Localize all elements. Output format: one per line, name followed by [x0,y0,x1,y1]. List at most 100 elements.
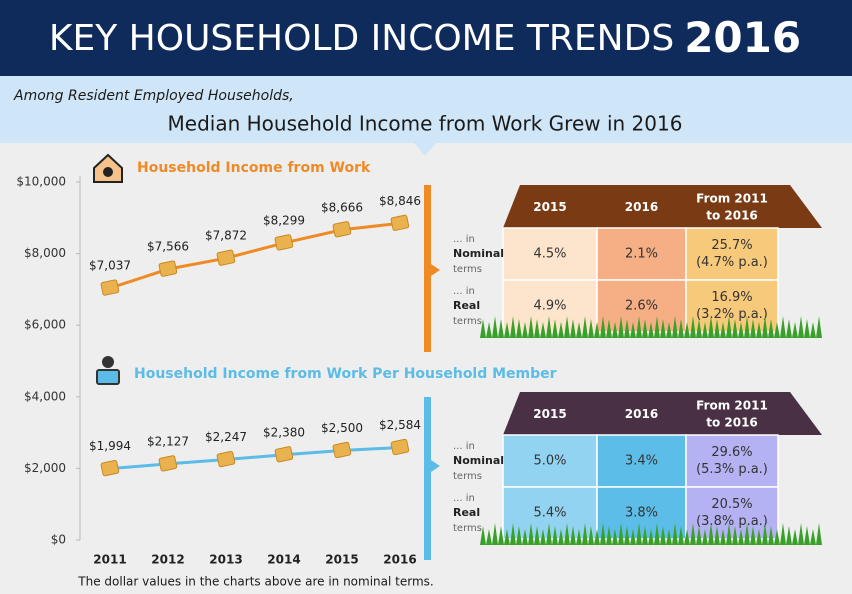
x-tick-label: 2014 [267,553,300,567]
y-tick-label: $8,000 [24,246,66,260]
person-icon [96,356,120,385]
house-icon [93,153,123,183]
cell-text: 3.8% [625,506,658,521]
value-label: $2,380 [263,425,305,439]
table-header: 2015 [533,407,566,421]
series-title: Household Income from Work Per Household… [134,366,557,382]
footnote: The dollar values in the charts above ar… [77,575,433,589]
row-label: Real [453,299,480,312]
cell-text: 25.7% [711,238,752,253]
y-tick-label: $6,000 [24,318,66,332]
cell-text: 4.5% [533,247,566,262]
title-text: KEY HOUSEHOLD INCOME TRENDS [49,18,674,59]
table-cell [685,486,779,540]
coin-marker [100,459,120,477]
row-label: ... in [453,441,475,452]
table-cell [596,434,687,488]
cell-text: 5.4% [533,506,566,521]
coin-marker [390,214,410,231]
banner [0,76,852,156]
x-tick-label: 2012 [151,553,184,567]
table-cell [502,434,598,488]
table-header: 2016 [625,200,658,214]
x-tick-label: 2015 [325,553,358,567]
row-label: terms [453,471,482,482]
value-label: $2,500 [321,421,363,435]
coin-marker [158,455,178,472]
x-tick-label: 2016 [383,553,416,567]
y-tick-label: $4,000 [24,389,66,403]
row-label: ... in [453,493,475,504]
table-header: to 2016 [706,209,758,223]
header-band [0,0,852,76]
banner-headline: Median Household Income from Work Grew i… [168,112,683,136]
cell-text: 20.5% [711,497,752,512]
divider-bar [424,397,431,560]
value-label: $8,299 [263,213,305,227]
row-label: terms [453,264,482,275]
value-label: $7,872 [205,229,247,243]
divider-arrow [431,460,440,472]
value-label: $1,994 [89,439,131,453]
x-tick-label: 2011 [93,553,126,567]
coin-marker [274,234,294,251]
value-label: $7,037 [89,259,131,273]
table-roof [503,185,822,228]
series-line [109,221,401,290]
row-label: ... in [453,286,475,297]
header-title: KEY HOUSEHOLD INCOME TRENDS 2016 [49,13,801,62]
value-label: $2,127 [147,434,189,448]
row-label: Nominal [453,454,504,467]
table-cell [685,279,779,333]
divider-arrow [431,264,440,276]
title-year: 2016 [684,13,801,62]
row-label: terms [453,316,482,327]
row-label: Nominal [453,247,504,260]
grass [480,316,822,338]
value-label: $2,247 [205,430,247,444]
cell-text: 3.4% [625,454,658,469]
coin-marker [390,438,410,456]
value-label: $8,666 [321,200,363,214]
cell-text: (5.3% p.a.) [696,462,768,477]
table-header: From 2011 [696,399,768,413]
table-header: From 2011 [696,192,768,206]
table-cell [685,434,779,488]
coin-marker [216,450,236,468]
value-label: $2,584 [379,418,421,432]
cell-text: 29.6% [711,445,752,460]
coin-marker [216,249,236,266]
cell-text: (4.7% p.a.) [696,255,768,270]
series-title: Household Income from Work [137,160,371,176]
y-tick-label: $10,000 [16,175,66,189]
grass [480,523,822,545]
table-header: to 2016 [706,416,758,430]
coin-marker [158,260,178,277]
y-tick-label: $2,000 [24,461,66,475]
cell-text: 4.9% [533,299,566,314]
cell-text: 5.0% [533,454,566,469]
table-cell [685,227,779,281]
value-label: $8,846 [379,194,421,208]
value-label: $7,566 [147,240,189,254]
cell-text: 16.9% [711,290,752,305]
cell-text: 2.1% [625,247,658,262]
table-header: 2015 [533,200,566,214]
row-label: ... in [453,234,475,245]
row-label: terms [453,523,482,534]
coin-marker [332,221,352,238]
table-roof [503,392,822,435]
series-line [109,445,401,471]
x-tick-label: 2013 [209,553,242,567]
y-tick-label: $0 [51,533,66,547]
coin-marker [274,446,294,463]
row-label: Real [453,506,480,519]
divider-bar [424,185,431,352]
cell-text: (3.2% p.a.) [696,307,768,322]
coin-marker [100,279,120,296]
cell-text: (3.8% p.a.) [696,514,768,529]
coin-marker [332,441,352,459]
table-header: 2016 [625,407,658,421]
cell-text: 2.6% [625,299,658,314]
